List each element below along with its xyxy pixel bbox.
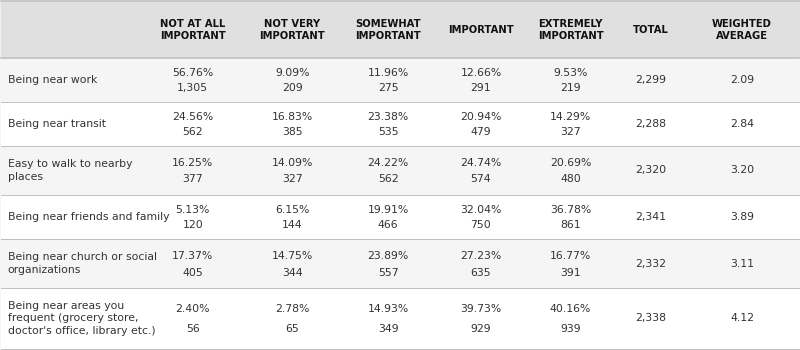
- Text: Being near friends and family: Being near friends and family: [8, 212, 170, 222]
- Text: 405: 405: [182, 267, 203, 278]
- Text: 144: 144: [282, 220, 302, 230]
- Text: 327: 327: [560, 127, 581, 137]
- Text: 535: 535: [378, 127, 398, 137]
- Text: 27.23%: 27.23%: [460, 251, 502, 261]
- Text: TOTAL: TOTAL: [632, 25, 668, 35]
- Text: 562: 562: [182, 127, 203, 137]
- Text: Being near areas you
frequent (grocery store,
doctor's office, library etc.): Being near areas you frequent (grocery s…: [8, 301, 155, 336]
- Text: 480: 480: [560, 174, 581, 184]
- Text: 36.78%: 36.78%: [550, 205, 591, 215]
- Text: WEIGHTED
AVERAGE: WEIGHTED AVERAGE: [712, 19, 772, 41]
- Text: 349: 349: [378, 324, 398, 334]
- Text: 291: 291: [470, 83, 491, 93]
- Text: 209: 209: [282, 83, 302, 93]
- Text: 16.25%: 16.25%: [172, 158, 214, 168]
- Text: EXTREMELY
IMPORTANT: EXTREMELY IMPORTANT: [538, 19, 603, 41]
- Text: 275: 275: [378, 83, 398, 93]
- Text: 377: 377: [182, 174, 203, 184]
- Text: 2.84: 2.84: [730, 119, 754, 129]
- Text: 219: 219: [560, 83, 581, 93]
- Text: 14.75%: 14.75%: [272, 251, 313, 261]
- Text: 56: 56: [186, 324, 199, 334]
- Text: 2,332: 2,332: [635, 259, 666, 269]
- Text: 120: 120: [182, 220, 203, 230]
- Text: 2,320: 2,320: [634, 166, 666, 175]
- Text: 56.76%: 56.76%: [172, 68, 214, 78]
- Text: 20.94%: 20.94%: [460, 112, 502, 122]
- Text: 1,305: 1,305: [177, 83, 208, 93]
- Text: 2,299: 2,299: [635, 75, 666, 85]
- Text: 6.15%: 6.15%: [275, 205, 310, 215]
- Text: 24.22%: 24.22%: [367, 158, 409, 168]
- Text: Being near transit: Being near transit: [8, 119, 106, 129]
- Text: 14.29%: 14.29%: [550, 112, 591, 122]
- Text: 2.40%: 2.40%: [175, 304, 210, 314]
- Text: 2.78%: 2.78%: [275, 304, 310, 314]
- Text: Being near work: Being near work: [8, 75, 97, 85]
- Text: Being near church or social
organizations: Being near church or social organization…: [8, 252, 157, 275]
- Text: 861: 861: [560, 220, 581, 230]
- Text: 4.12: 4.12: [730, 314, 754, 323]
- Text: 2,338: 2,338: [635, 314, 666, 323]
- Text: 929: 929: [470, 324, 491, 334]
- Text: 12.66%: 12.66%: [460, 68, 502, 78]
- Text: 939: 939: [560, 324, 581, 334]
- Text: 562: 562: [378, 174, 398, 184]
- Text: 23.89%: 23.89%: [367, 251, 409, 261]
- Text: 466: 466: [378, 220, 398, 230]
- Text: 20.69%: 20.69%: [550, 158, 591, 168]
- Text: IMPORTANT: IMPORTANT: [448, 25, 514, 35]
- Text: 750: 750: [470, 220, 491, 230]
- Text: 17.37%: 17.37%: [172, 251, 214, 261]
- Text: 327: 327: [282, 174, 302, 184]
- Text: 23.38%: 23.38%: [367, 112, 409, 122]
- Text: 19.91%: 19.91%: [367, 205, 409, 215]
- Text: 40.16%: 40.16%: [550, 304, 591, 314]
- Text: 385: 385: [282, 127, 302, 137]
- Text: 391: 391: [560, 267, 581, 278]
- Text: NOT VERY
IMPORTANT: NOT VERY IMPORTANT: [259, 19, 326, 41]
- Text: 574: 574: [470, 174, 491, 184]
- Text: 344: 344: [282, 267, 302, 278]
- Text: 2,341: 2,341: [635, 212, 666, 222]
- Text: 557: 557: [378, 267, 398, 278]
- Text: 65: 65: [286, 324, 299, 334]
- Text: 24.74%: 24.74%: [460, 158, 502, 168]
- Text: 14.09%: 14.09%: [272, 158, 313, 168]
- Text: 635: 635: [470, 267, 491, 278]
- Text: 16.83%: 16.83%: [272, 112, 313, 122]
- Text: SOMEWHAT
IMPORTANT: SOMEWHAT IMPORTANT: [355, 19, 421, 41]
- Text: 3.11: 3.11: [730, 259, 754, 269]
- Text: Easy to walk to nearby
places: Easy to walk to nearby places: [8, 159, 132, 182]
- Text: 2,288: 2,288: [635, 119, 666, 129]
- Text: 39.73%: 39.73%: [460, 304, 502, 314]
- Text: 3.89: 3.89: [730, 212, 754, 222]
- Text: 32.04%: 32.04%: [460, 205, 502, 215]
- Text: NOT AT ALL
IMPORTANT: NOT AT ALL IMPORTANT: [160, 19, 226, 41]
- Text: 11.96%: 11.96%: [367, 68, 409, 78]
- Text: 479: 479: [470, 127, 491, 137]
- Text: 16.77%: 16.77%: [550, 251, 591, 261]
- Text: 5.13%: 5.13%: [175, 205, 210, 215]
- Text: 14.93%: 14.93%: [367, 304, 409, 314]
- Text: 9.09%: 9.09%: [275, 68, 310, 78]
- Text: 9.53%: 9.53%: [554, 68, 588, 78]
- Text: 24.56%: 24.56%: [172, 112, 214, 122]
- Text: 3.20: 3.20: [730, 166, 754, 175]
- Text: 2.09: 2.09: [730, 75, 754, 85]
